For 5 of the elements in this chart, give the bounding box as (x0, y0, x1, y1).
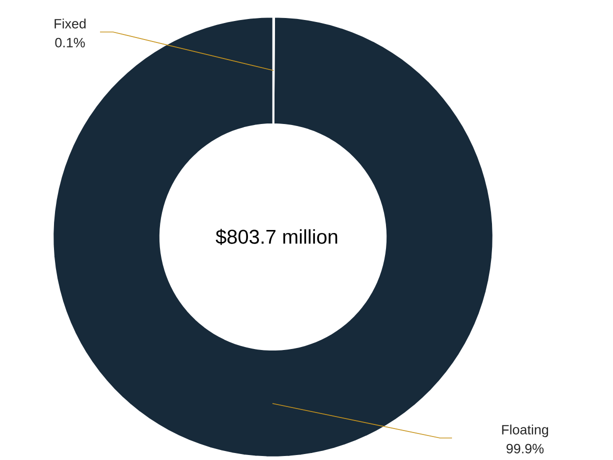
text: $803.7 million (216, 228, 338, 246)
slice-label: Fixed (54, 18, 86, 28)
data-label: 0.1% (55, 38, 85, 48)
slice-label: Floating (502, 424, 548, 438)
data-label: 99.9% (506, 444, 544, 454)
